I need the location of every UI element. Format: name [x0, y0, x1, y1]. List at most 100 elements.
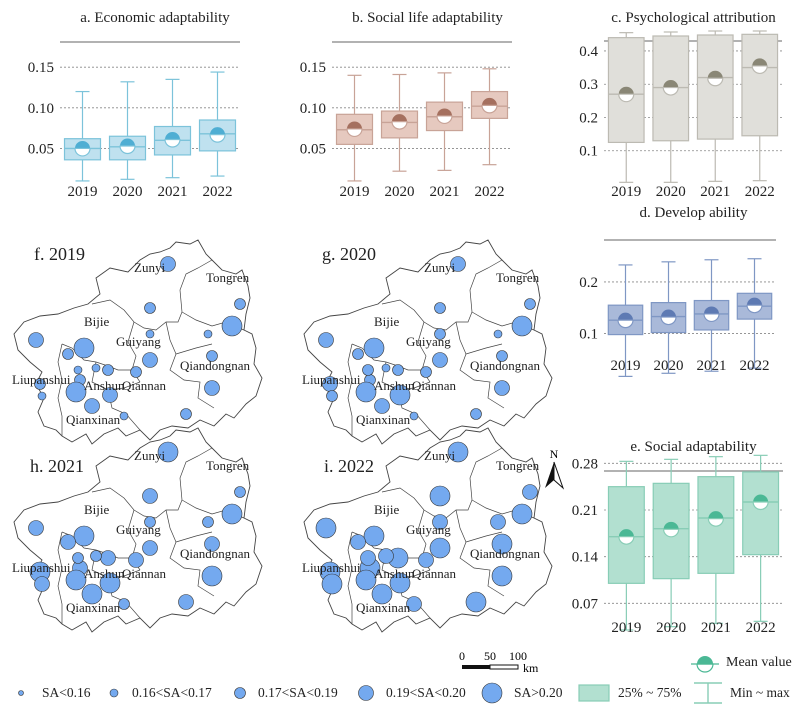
- site-circle: [118, 598, 130, 610]
- site-circle: [221, 315, 243, 337]
- x-tick-label: 2021: [701, 620, 731, 636]
- prefecture-boundary: [179, 447, 213, 501]
- region-label: Qiannan: [412, 566, 457, 581]
- site-circle: [355, 569, 377, 591]
- site-circle: [221, 503, 243, 525]
- site-circle: [204, 536, 220, 552]
- mean-marker-bottom: [391, 121, 408, 130]
- box-2022: [741, 30, 779, 182]
- site-circle: [491, 565, 513, 587]
- chart-d-svg: 0.1 0.2 2019 2020 2021 2022: [579, 239, 776, 377]
- site-circle: [144, 516, 156, 528]
- region-label: Qiandongnan: [180, 546, 251, 561]
- y-tick-label: 0.15: [300, 60, 326, 76]
- region-label: Liupanshui: [12, 560, 71, 575]
- mean-marker-bottom: [164, 138, 181, 148]
- x-tick-label: 2019: [611, 358, 641, 374]
- site-circle: [315, 517, 337, 539]
- site-circle: [381, 363, 391, 373]
- x-tick-label: 2019: [611, 620, 641, 636]
- chart-a-svg: 0.05 0.10 0.15 2019 2020 2021 2022: [28, 41, 240, 200]
- site-circle: [34, 576, 50, 592]
- map-g-label: g. 2020: [322, 244, 376, 264]
- site-circle: [144, 302, 156, 314]
- box-2020: [108, 81, 147, 180]
- site-circle: [362, 364, 374, 376]
- site-circle: [355, 381, 377, 403]
- region-label: Tongren: [206, 270, 250, 285]
- site-circle: [490, 514, 506, 530]
- site-circle: [37, 391, 47, 401]
- map-f-svg: Zunyi Tongren Bijie Guiyang Qiandongnan Liupa…: [12, 239, 263, 445]
- mean-marker-top: [707, 70, 723, 79]
- mean-marker-bottom: [618, 93, 635, 103]
- site-circle: [491, 533, 513, 555]
- map-geometry: Zunyi Tongren Bijie Guiyang Qiandongnan Liupa…: [302, 427, 553, 633]
- site-circle: [102, 364, 114, 376]
- map-geometry: Zunyi Tongren Bijie Guiyang Qiandongnan Liupa…: [12, 427, 263, 633]
- site-circle: [34, 378, 46, 390]
- mean-marker-top: [661, 309, 676, 318]
- box-2019: [335, 74, 374, 182]
- site-circle: [28, 520, 44, 536]
- y-tick-label: 0.21: [572, 503, 598, 519]
- region-label: Anshun: [374, 566, 415, 581]
- mean-marker-bottom: [707, 77, 724, 87]
- x-tick-label: 2021: [430, 184, 460, 200]
- box-2022: [742, 454, 780, 622]
- north-arrow: N: [542, 447, 566, 492]
- box-2022: [470, 68, 509, 166]
- x-tick-label: 2020: [113, 184, 143, 200]
- legend-sa-3-label: 0.17<SA<0.19: [258, 685, 338, 700]
- chart-c-panel: c. Psychological attribution 0.1 0.2 0.3 0.…: [540, 0, 812, 200]
- north-arrow-right: [553, 461, 565, 490]
- legend-box: 25% ~ 75%: [578, 680, 682, 706]
- prefecture-boundary: [175, 343, 213, 355]
- mean-marker-top: [347, 121, 362, 129]
- mean-marker-bottom: [746, 304, 763, 314]
- site-circle: [511, 503, 533, 525]
- prefecture-boundary: [179, 259, 213, 313]
- scale-unit: km: [523, 661, 539, 675]
- site-circle: [371, 583, 393, 605]
- x-tick-label: 2020: [385, 184, 415, 200]
- region-label: Zunyi: [424, 260, 455, 275]
- legend-box-label: 25% ~ 75%: [618, 685, 682, 700]
- prefecture-boundary: [381, 299, 473, 331]
- scale-bar-black: [462, 665, 490, 669]
- box-2019: [607, 264, 644, 377]
- site-circle: [180, 408, 192, 420]
- prefecture-boundary: [469, 447, 503, 501]
- box-2021: [425, 72, 464, 171]
- site-circle: [145, 329, 155, 339]
- site-circle: [234, 298, 246, 310]
- chart-e-svg: 0.07 0.14 0.21 0.28 2019 2020 2021 2022: [572, 454, 783, 636]
- site-circle: [360, 550, 376, 566]
- site-circle: [406, 596, 422, 612]
- mean-marker-top: [437, 108, 452, 116]
- map-h-svg: Zunyi Tongren Bijie Guiyang Qiandongnan Liupa…: [12, 427, 263, 633]
- legend-whisker-label: Min ~ max: [730, 685, 790, 700]
- mean-marker-top: [708, 511, 724, 519]
- map-g: g. 2020 Zunyi Tongren Bijie Guiyang Qiandong…: [280, 230, 560, 445]
- site-circle: [28, 332, 44, 348]
- region-label: Zunyi: [134, 448, 165, 463]
- site-circle: [234, 486, 246, 498]
- mean-marker-bottom: [481, 104, 498, 114]
- y-tick-label: 0.05: [300, 141, 326, 157]
- site-circle: [326, 390, 338, 402]
- prefecture-boundary: [165, 321, 215, 409]
- region-label: Guiyang: [116, 334, 161, 349]
- site-circle: [434, 302, 446, 314]
- y-tick-label: 0.2: [579, 110, 598, 126]
- site-circle: [60, 534, 76, 550]
- region-label: Liupanshui: [302, 372, 361, 387]
- chart-c-svg: 0.1 0.2 0.3 0.4 2019 2020 2021 2022: [579, 30, 782, 200]
- site-circle: [81, 583, 103, 605]
- site-circle: [72, 552, 84, 564]
- chart-c-title: c. Psychological attribution: [611, 10, 776, 26]
- north-label: N: [550, 447, 559, 461]
- y-tick-label: 0.15: [28, 60, 54, 76]
- scale-tick-100: 100: [509, 649, 527, 663]
- site-circle: [389, 384, 411, 406]
